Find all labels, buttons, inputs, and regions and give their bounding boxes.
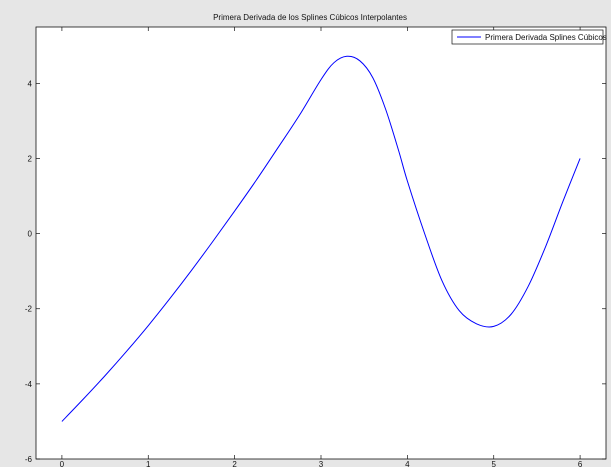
y-tick-label: 0 [28, 230, 33, 239]
x-tick-label: 5 [492, 460, 497, 467]
plot-area [35, 26, 607, 460]
legend: Primera Derivada Splines Cúbicos [451, 29, 607, 45]
y-tick-label: 2 [28, 154, 33, 163]
x-axis-ticks: 0 1 2 3 4 5 6 [60, 27, 583, 467]
y-axis-ticks: -6 -4 -2 0 2 4 [25, 79, 606, 464]
legend-box [451, 29, 604, 45]
y-tick-label: -4 [25, 380, 33, 389]
series-layer [61, 55, 581, 422]
y-tick-label: -6 [25, 455, 33, 464]
chart-title: Primera Derivada de los Splines Cúbicos … [213, 13, 407, 22]
y-tick-label: -2 [25, 305, 33, 314]
x-tick-label: 4 [405, 460, 410, 467]
y-tick-label: 4 [28, 79, 33, 88]
series-line-0 [61, 55, 581, 422]
x-tick-label: 1 [146, 460, 151, 467]
x-tick-label: 3 [319, 460, 324, 467]
x-tick-label: 2 [232, 460, 237, 467]
x-tick-label: 0 [60, 460, 65, 467]
plot-axes [35, 26, 607, 460]
legend-label: Primera Derivada Splines Cúbicos [485, 33, 607, 42]
x-tick-label: 6 [578, 460, 583, 467]
